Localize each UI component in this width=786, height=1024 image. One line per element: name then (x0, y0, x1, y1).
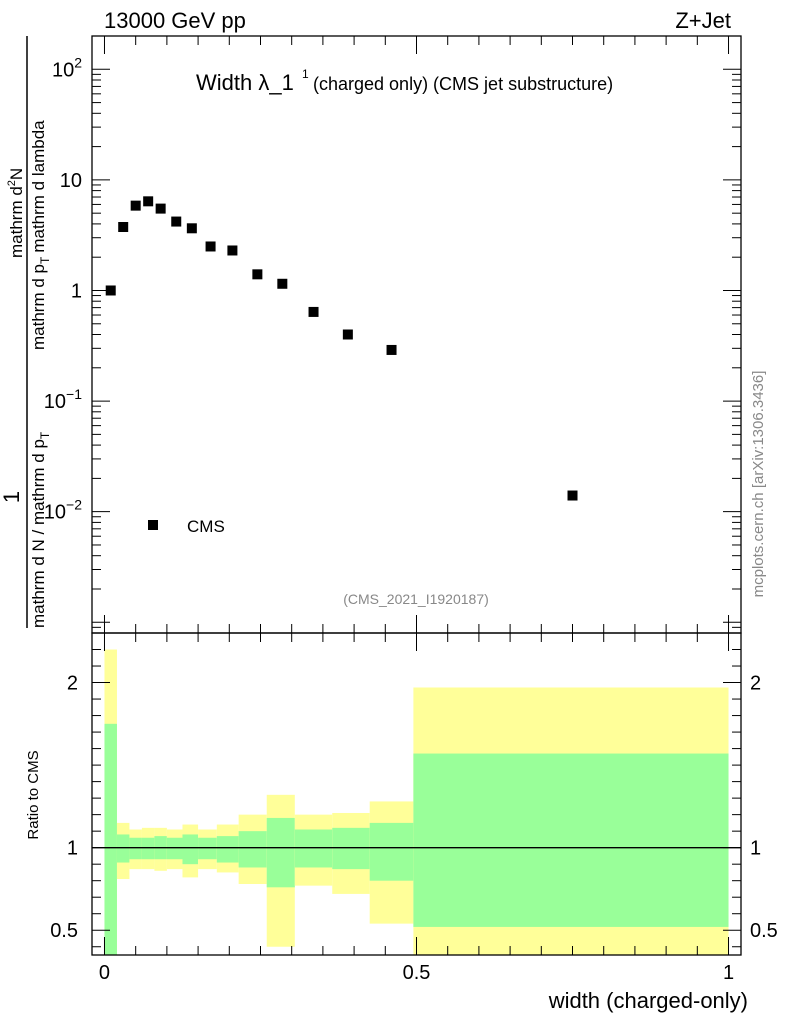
ratio-band-inner (332, 827, 370, 870)
ratio-plot-frame (91, 632, 742, 956)
x-axis-label: width (charged-only) (548, 988, 748, 1013)
main-plot-frame (91, 35, 742, 634)
ratio-band-inner (216, 836, 239, 863)
svg-text:mathrm d2N: mathrm d2N (6, 168, 26, 258)
energy-label: 13000 GeV pp (104, 8, 246, 33)
analysis-id: (CMS_2021_I1920187) (343, 591, 489, 607)
ratio-band-inner (238, 831, 267, 868)
y-label-denom-top: mathrm d N / mathrm d p (29, 439, 48, 628)
ratio-band-inner (104, 723, 117, 955)
ratio-y-tick-label-right: 2 (750, 673, 761, 695)
cms-data-point (567, 490, 578, 501)
plot-title: Width λ_1 1 (charged only) (CMS jet subs… (196, 67, 613, 95)
process-label: Z+Jet (675, 8, 731, 33)
legend-label: CMS (187, 517, 225, 536)
cms-data-point (155, 203, 166, 214)
svg-text:mathrm d N / mathrm d pT: mathrm d N / mathrm d pT (29, 431, 52, 628)
x-tick-label: 0 (99, 962, 110, 984)
cms-data-point (252, 269, 263, 280)
ratio-band-inner (116, 834, 130, 863)
y-label-denom: mathrm d p (29, 264, 48, 350)
ratio-y-tick-label-right: 0.5 (750, 920, 778, 942)
cms-data-point (171, 216, 182, 227)
svg-text:mathrm d pTmathrm d lambda: mathrm d pTmathrm d lambda (29, 120, 52, 350)
cms-data-point (205, 241, 216, 252)
cms-data-point (277, 278, 288, 289)
ratio-band-inner (369, 822, 414, 881)
y-label-numer-sup: 2 (6, 180, 18, 186)
ratio-band-inner (166, 837, 183, 860)
ratio-y-tick-label: 1 (67, 838, 78, 860)
y-label-denom-sub2: T (38, 256, 52, 264)
cms-data-point (227, 245, 238, 256)
y-label-numer-one: 1 (0, 491, 24, 503)
main-y-tick-label: 10−2 (44, 497, 82, 524)
ratio-band-inner (129, 837, 142, 860)
ratio-band-inner (141, 837, 155, 860)
cms-data-point (143, 196, 154, 207)
ratio-y-tick-label: 2 (67, 673, 78, 695)
ratio-y-tick-label: 0.5 (50, 920, 78, 942)
ratio-y-label: Ratio to CMS (25, 750, 42, 839)
cms-data-point (342, 329, 353, 340)
watermark: mcplots.cern.ch [arXiv:1306.3436] (750, 371, 767, 598)
main-y-tick-label: 102 (52, 54, 82, 81)
cms-data-point (386, 344, 397, 355)
x-tick-label: 0.5 (403, 962, 431, 984)
ratio-band-inner (182, 834, 199, 865)
cms-data-point (118, 222, 129, 233)
cms-data-point (130, 200, 141, 211)
cms-data-point (186, 223, 197, 234)
y-label-numer-tail: N (7, 168, 26, 180)
ratio-band-inner (413, 753, 729, 927)
main-y-tick-label: 10−1 (44, 386, 82, 413)
main-y-tick-label: 1 (71, 280, 82, 302)
cms-data-point (105, 285, 116, 296)
ratio-band-inner (266, 817, 295, 888)
plot-title-suffix: (charged only) (CMS jet substructure) (313, 74, 613, 94)
x-tick-label: 1 (723, 962, 734, 984)
main-y-tick-label: 10 (60, 170, 82, 192)
y-label-denom-tail: mathrm d lambda (29, 120, 48, 253)
plot-title-sup: 1 (302, 67, 309, 81)
cms-data-point (308, 306, 319, 317)
legend-marker (148, 520, 158, 530)
ratio-y-tick-label-right: 1 (750, 838, 761, 860)
y-label-denom-sub: T (38, 431, 52, 439)
plot-title-main: Width λ_1 (196, 70, 294, 95)
main-y-label: 1 mathrm d N / mathrm d pT mathrm d pTma… (0, 36, 52, 628)
y-label-numer: mathrm d (7, 186, 26, 258)
ratio-band-inner (294, 829, 333, 868)
ratio-band-inner (198, 837, 217, 860)
